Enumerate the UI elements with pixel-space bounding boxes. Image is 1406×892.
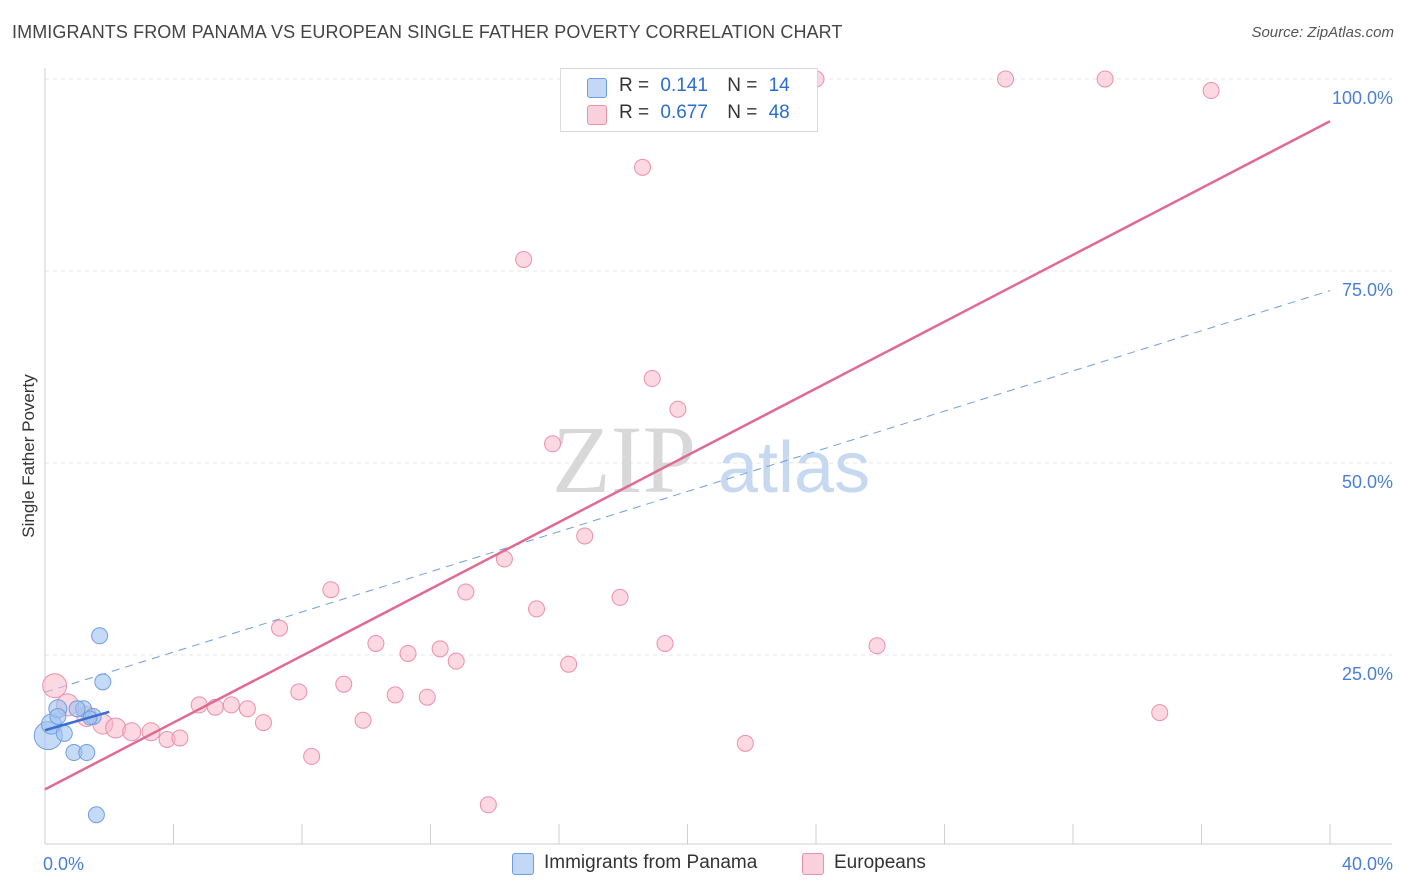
watermark: ZIP atlas (552, 406, 870, 513)
panama-trend-line (44, 710, 110, 732)
n-label: N = (727, 75, 758, 96)
y-tick-label: 50.0% (1342, 472, 1393, 492)
europeans-point (868, 637, 886, 655)
europeans-point (528, 600, 546, 618)
panama-point (94, 673, 112, 691)
europeans-point (335, 675, 353, 693)
europeans-r-value: 0.677 (660, 102, 708, 123)
watermark-zip: ZIP (552, 406, 696, 513)
europeans-point (122, 722, 142, 742)
grid-lines (45, 78, 1392, 656)
europeans-point (560, 655, 578, 673)
europeans-point (171, 729, 189, 747)
europeans-legend-label: Europeans (834, 852, 926, 873)
n-label: N = (727, 102, 758, 123)
europeans-trend-line (44, 120, 1331, 791)
europeans-legend-swatch (802, 853, 824, 875)
chart-source: Source: ZipAtlas.com (1251, 24, 1394, 41)
panama-point (68, 700, 86, 718)
y-tick-label: 100.0% (1332, 88, 1393, 108)
x-tick-label: 40.0% (1342, 854, 1393, 874)
europeans-point (322, 581, 340, 599)
europeans-point (669, 400, 687, 418)
europeans-point (479, 796, 497, 814)
europeans-point (271, 619, 289, 637)
y-axis-label: Single Father Poverty (19, 374, 38, 538)
europeans-point (643, 370, 661, 388)
europeans-n-value: 48 (768, 102, 790, 123)
panama-point (87, 806, 105, 824)
europeans-point (997, 70, 1015, 88)
panama-trend-dashed (44, 290, 1331, 693)
europeans-point (431, 640, 449, 658)
europeans-point (105, 717, 127, 739)
europeans-point (1151, 704, 1169, 722)
trend-lines (44, 120, 1331, 791)
panama-legend-swatch (512, 853, 534, 875)
europeans-point (238, 700, 256, 718)
r-label: R = (619, 75, 650, 96)
europeans-swatch (587, 105, 607, 125)
europeans-point (634, 158, 652, 176)
r-label: R = (619, 102, 650, 123)
y-tick-label: 75.0% (1342, 280, 1393, 300)
y-tick-label: 25.0% (1342, 664, 1393, 684)
panama-r-value: 0.141 (660, 75, 708, 96)
panama-n-value: 14 (768, 75, 790, 96)
europeans-point (386, 686, 404, 704)
panama-swatch (587, 78, 607, 98)
stats-legend: R = 0.141 N = 14 R = 0.677 N = 48 (560, 68, 818, 132)
watermark-atlas: atlas (718, 428, 870, 508)
panama-point (49, 707, 67, 725)
europeans-point (42, 673, 68, 699)
europeans-point (1096, 70, 1114, 88)
europeans-point (515, 250, 533, 268)
europeans-point (457, 583, 475, 601)
x-tick-label: 0.0% (43, 854, 84, 874)
europeans-point (656, 634, 674, 652)
europeans-point (1202, 82, 1220, 100)
europeans-point (611, 588, 629, 606)
panama-trend-extension (44, 290, 1331, 693)
europeans-point (447, 652, 465, 670)
europeans-point (254, 714, 272, 732)
panama-point (78, 744, 96, 762)
europeans-point (544, 435, 562, 453)
panama-point (55, 724, 73, 742)
europeans-point (354, 711, 372, 729)
europeans-point (736, 734, 754, 752)
europeans-point (399, 644, 417, 662)
panama-point (91, 627, 109, 645)
europeans-point (418, 688, 436, 706)
panama-points (33, 627, 112, 824)
panama-legend-label: Immigrants from Panama (544, 852, 758, 873)
europeans-point (303, 747, 321, 765)
europeans-point (576, 527, 594, 545)
europeans-point (222, 696, 240, 714)
europeans-point (367, 634, 385, 652)
chart-title: IMMIGRANTS FROM PANAMA VS EUROPEAN SINGL… (12, 22, 843, 42)
axes (44, 68, 1392, 845)
tick-labels: 25.0% 50.0% 75.0% 100.0% 0.0% 40.0% (43, 88, 1393, 874)
europeans-point (290, 683, 308, 701)
